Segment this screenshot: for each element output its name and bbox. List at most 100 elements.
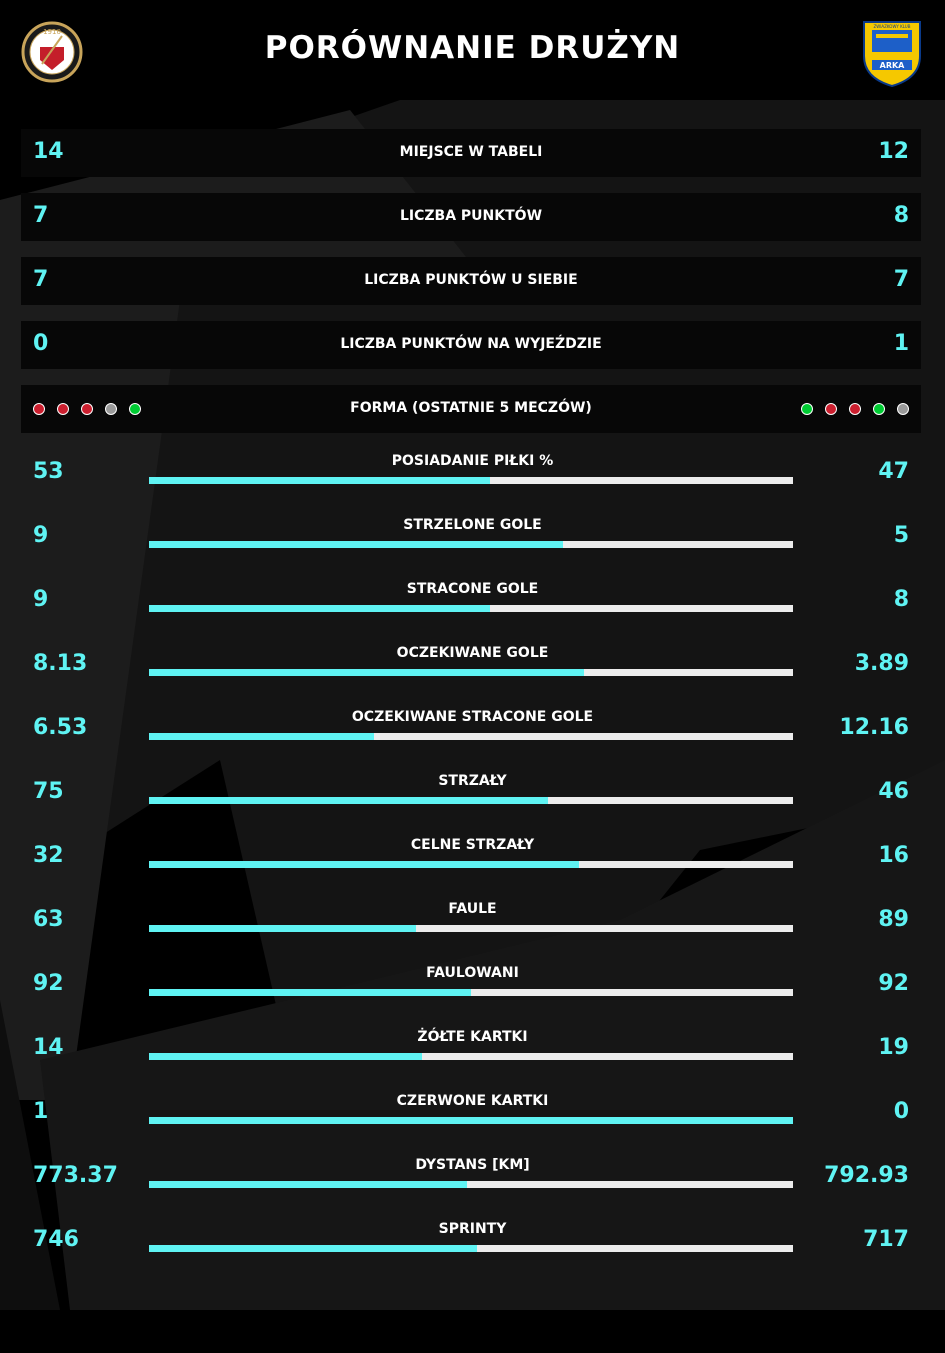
stat-label: CZERWONE KARTKI [396,1093,549,1109]
right-value: 5 [893,523,909,548]
form-row: FORMA (OSTATNIE 5 MECZÓW) [21,385,921,433]
left-team-crest-icon[interactable]: 1910 [20,20,84,84]
comparison-bar-track [149,797,793,804]
comparison-bar-track [149,1245,793,1252]
comparison-bar-fill [149,861,579,868]
stat-label: ŻÓŁTE KARTKI [417,1029,528,1045]
right-team-crest-icon[interactable]: ARKA ZWIAZKOWY KLUB [860,16,924,88]
comparison-bar-fill [149,477,491,484]
form-win-dot [129,403,141,415]
stat-row-home-points: 7 LICZBA PUNKTÓW U SIEBIE 7 [21,257,921,305]
stat-label: STRZAŁY [438,773,507,789]
row-label: LICZBA PUNKTÓW U SIEBIE [364,272,578,288]
right-value: 19 [878,1035,909,1060]
comparison-bar-fill [149,1117,793,1124]
right-value: 89 [878,907,909,932]
right-form-dots [801,403,909,415]
form-loss-dot [849,403,861,415]
stat-row-table-position: 14 MIEJSCE W TABELI 12 [21,129,921,177]
left-value: 14 [33,1035,64,1060]
right-value: 47 [878,459,909,484]
comparison-bar-track [149,925,793,932]
comparison-bar-fill [149,605,490,612]
left-value: 7 [33,203,49,228]
left-value: 8.13 [33,651,88,676]
stat-bar-row: 53 POSIADANIE PIŁKI % 47 [0,453,945,509]
left-value: 6.53 [33,715,88,740]
comparison-bar-fill [149,797,549,804]
comparison-bar-fill [149,1053,423,1060]
left-value: 53 [33,459,64,484]
stat-label: SPRINTY [438,1221,507,1237]
left-value: 746 [33,1227,79,1252]
right-value: 0 [893,1099,909,1124]
stat-label: DYSTANS [KM] [415,1157,530,1173]
stat-label: OCZEKIWANE GOLE [396,645,549,661]
stat-label: CELNE STRZAŁY [410,837,535,853]
form-loss-dot [33,403,45,415]
comparison-bar-fill [149,541,564,548]
comparison-bar-track [149,541,793,548]
right-value: 12 [878,139,909,164]
right-crest-text: ARKA [880,61,906,70]
left-value: 14 [33,139,64,164]
right-value: 8 [893,203,909,228]
left-crest-year: 1910 [43,28,61,36]
comparison-bar-track [149,1181,793,1188]
form-loss-dot [825,403,837,415]
stat-label: POSIADANIE PIŁKI % [391,453,554,469]
stat-bar-row: 8.13 OCZEKIWANE GOLE 3.89 [0,645,945,701]
left-value: 773.37 [33,1163,118,1188]
right-crest-top-text: ZWIAZKOWY KLUB [874,24,911,29]
stat-bar-row: 9 STRACONE GOLE 8 [0,581,945,637]
right-value: 792.93 [824,1163,909,1188]
stat-label: STRACONE GOLE [406,581,539,597]
comparison-bar-track [149,669,793,676]
right-value: 7 [893,267,909,292]
stat-bar-row: 32 CELNE STRZAŁY 16 [0,837,945,893]
row-label: LICZBA PUNKTÓW NA WYJEŹDZIE [340,336,602,352]
comparison-bar-track [149,733,793,740]
stat-bar-row: 1 CZERWONE KARTKI 0 [0,1093,945,1149]
right-value: 46 [878,779,909,804]
right-value: 1 [893,331,909,356]
stat-label: FAULE [448,901,497,917]
comparison-bar-track [149,1053,793,1060]
stat-bar-row: 6.53 OCZEKIWANE STRACONE GOLE 12.16 [0,709,945,765]
form-win-dot [801,403,813,415]
comparison-bar-fill [149,1181,468,1188]
stat-bar-row: 9 STRZELONE GOLE 5 [0,517,945,573]
right-value: 717 [863,1227,909,1252]
form-label: FORMA (OSTATNIE 5 MECZÓW) [350,400,592,416]
right-value: 92 [878,971,909,996]
stat-label: STRZELONE GOLE [403,517,542,533]
comparison-bar-fill [149,989,471,996]
stat-row-points: 7 LICZBA PUNKTÓW 8 [21,193,921,241]
comparison-bar-track [149,861,793,868]
right-value: 8 [893,587,909,612]
left-value: 9 [33,587,49,612]
left-value: 0 [33,331,49,356]
comparison-bar-track [149,989,793,996]
form-win-dot [873,403,885,415]
stat-label: OCZEKIWANE STRACONE GOLE [351,709,594,725]
comparison-bar-track [149,1117,793,1124]
row-label: LICZBA PUNKTÓW [399,208,543,224]
stat-bar-row: 773.37 DYSTANS [KM] 792.93 [0,1157,945,1213]
left-value: 9 [33,523,49,548]
stat-label: FAULOWANI [426,965,519,981]
left-value: 1 [33,1099,49,1124]
left-value: 7 [33,267,49,292]
page-title: PORÓWNANIE DRUŻYN [264,30,681,66]
form-draw-dot [105,403,117,415]
left-value: 32 [33,843,64,868]
stat-bar-row: 92 FAULOWANI 92 [0,965,945,1021]
comparison-bar-fill [149,733,374,740]
left-value: 63 [33,907,64,932]
right-value: 16 [878,843,909,868]
comparison-bar-fill [149,1245,478,1252]
right-value: 3.89 [854,651,909,676]
right-value: 12.16 [839,715,909,740]
stat-bar-row: 75 STRZAŁY 46 [0,773,945,829]
stat-bar-row: 63 FAULE 89 [0,901,945,957]
